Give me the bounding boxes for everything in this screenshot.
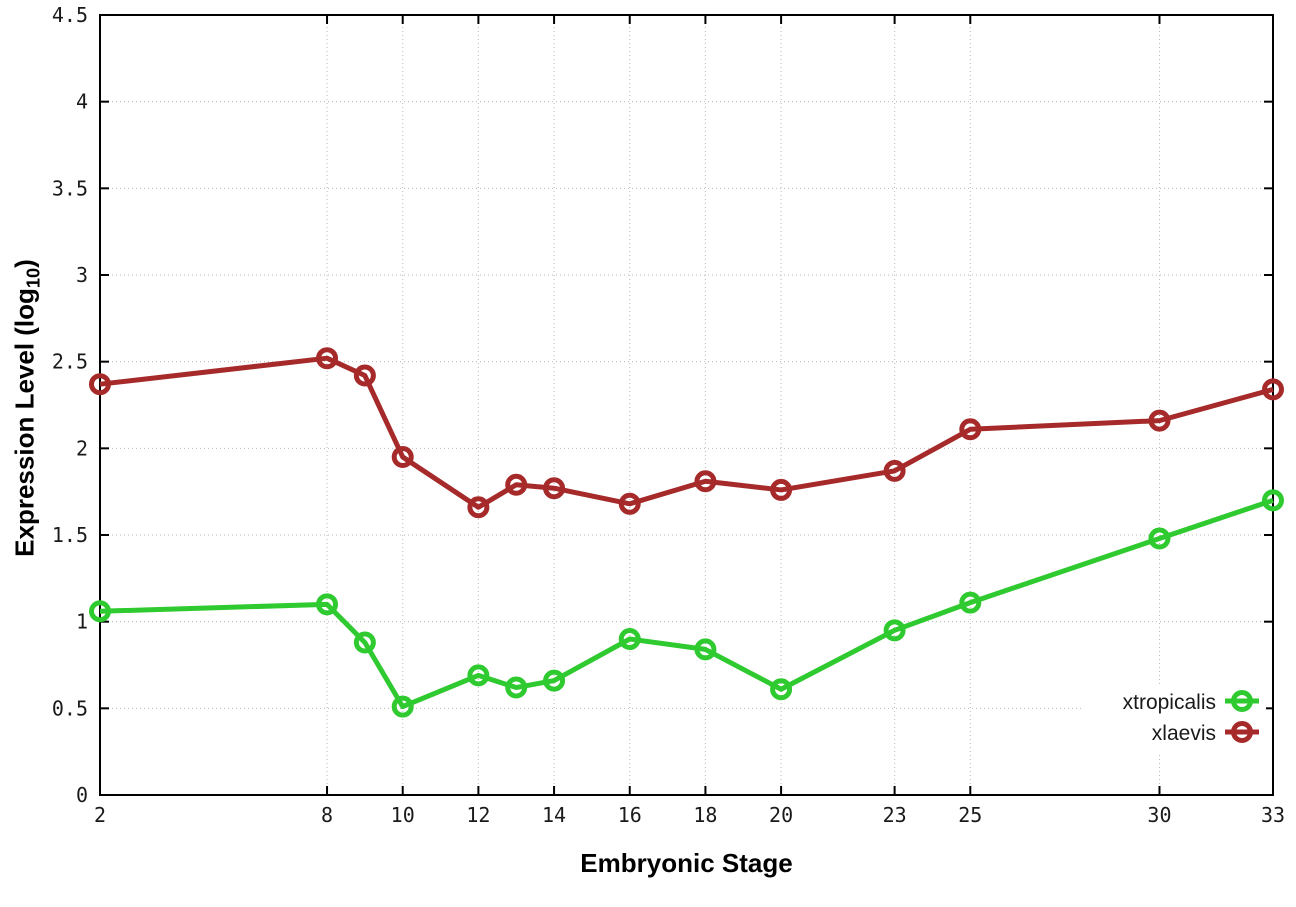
data-point-xtropicalis-stage-33 bbox=[1262, 489, 1284, 512]
y-tick-label-1: 1 bbox=[76, 610, 88, 634]
data-point-xtropicalis-stage-13 bbox=[505, 676, 528, 699]
x-tick-label-10: 10 bbox=[391, 803, 415, 827]
x-tick-label-12: 12 bbox=[466, 803, 490, 827]
data-point-xlaevis-stage-20 bbox=[770, 478, 793, 501]
data-point-xlaevis-stage-13 bbox=[505, 473, 528, 496]
data-point-xlaevis-stage-8 bbox=[316, 347, 339, 370]
data-point-xlaevis-stage-12 bbox=[467, 496, 490, 519]
y-axis-title-text: Expression Level (log bbox=[9, 288, 40, 557]
x-tick-label-20: 20 bbox=[769, 803, 793, 827]
x-tick-label-23: 23 bbox=[883, 803, 907, 827]
y-axis-title-paren: ) bbox=[9, 259, 40, 268]
data-point-xtropicalis-stage-9 bbox=[353, 631, 376, 654]
data-point-xlaevis-stage-25 bbox=[959, 418, 982, 441]
x-tick-label-16: 16 bbox=[618, 803, 642, 827]
x-tick-label-14: 14 bbox=[542, 803, 566, 827]
data-point-xlaevis-stage-33 bbox=[1262, 378, 1284, 401]
data-point-xlaevis-stage-10 bbox=[391, 446, 414, 468]
data-point-xlaevis-stage-30 bbox=[1148, 409, 1171, 432]
y-axis-title-subscript: 10 bbox=[23, 267, 44, 289]
y-tick-label-2.5: 2.5 bbox=[52, 350, 88, 374]
y-axis-title: Expression Level (log10) bbox=[9, 259, 44, 557]
legend-sample-marker-xtropicalis bbox=[1231, 690, 1253, 712]
data-point-xlaevis-stage-2 bbox=[89, 373, 111, 396]
data-point-xtropicalis-stage-12 bbox=[467, 664, 490, 687]
x-tick-label-33: 33 bbox=[1261, 803, 1285, 827]
data-point-xlaevis-stage-18 bbox=[694, 470, 717, 493]
x-tick-label-8: 8 bbox=[321, 803, 333, 827]
data-point-xlaevis-stage-23 bbox=[883, 459, 906, 482]
y-tick-label-0: 0 bbox=[76, 783, 88, 807]
legend-label-xlaevis: xlaevis bbox=[1152, 722, 1216, 745]
series-line-xlaevis bbox=[99, 355, 1274, 510]
data-point-xtropicalis-stage-2 bbox=[89, 600, 111, 623]
y-tick-label-2: 2 bbox=[76, 436, 88, 460]
x-axis-title: Embryonic Stage bbox=[580, 848, 793, 878]
data-point-xtropicalis-stage-8 bbox=[316, 593, 339, 616]
x-tick-label-30: 30 bbox=[1147, 803, 1171, 827]
series-line-xtropicalis bbox=[99, 497, 1274, 710]
data-point-xlaevis-stage-14 bbox=[543, 477, 566, 500]
plot-border bbox=[99, 14, 1274, 796]
legend-label-xtropicalis: xtropicalis bbox=[1123, 691, 1216, 714]
y-tick-label-3: 3 bbox=[76, 263, 88, 287]
data-point-xtropicalis-stage-14 bbox=[543, 669, 566, 692]
data-point-xtropicalis-stage-23 bbox=[883, 619, 906, 642]
y-tick-label-4.5: 4.5 bbox=[52, 3, 88, 27]
y-tick-label-4: 4 bbox=[76, 90, 88, 114]
data-point-xtropicalis-stage-20 bbox=[770, 678, 793, 701]
y-tick-label-3.5: 3.5 bbox=[52, 176, 88, 200]
x-tick-label-18: 18 bbox=[693, 803, 717, 827]
data-point-xtropicalis-stage-16 bbox=[618, 628, 641, 650]
data-point-xtropicalis-stage-25 bbox=[959, 591, 982, 614]
data-point-xtropicalis-stage-10 bbox=[391, 695, 414, 718]
data-point-xlaevis-stage-9 bbox=[353, 364, 376, 387]
y-tick-label-1.5: 1.5 bbox=[52, 523, 88, 547]
data-point-xlaevis-stage-16 bbox=[618, 492, 641, 515]
x-tick-label-2: 2 bbox=[94, 803, 106, 827]
data-point-xtropicalis-stage-30 bbox=[1148, 527, 1171, 550]
x-tick-label-25: 25 bbox=[958, 803, 982, 827]
y-tick-label-0.5: 0.5 bbox=[52, 696, 88, 720]
data-point-xtropicalis-stage-18 bbox=[694, 638, 717, 661]
legend-sample-marker-xlaevis bbox=[1231, 721, 1253, 743]
